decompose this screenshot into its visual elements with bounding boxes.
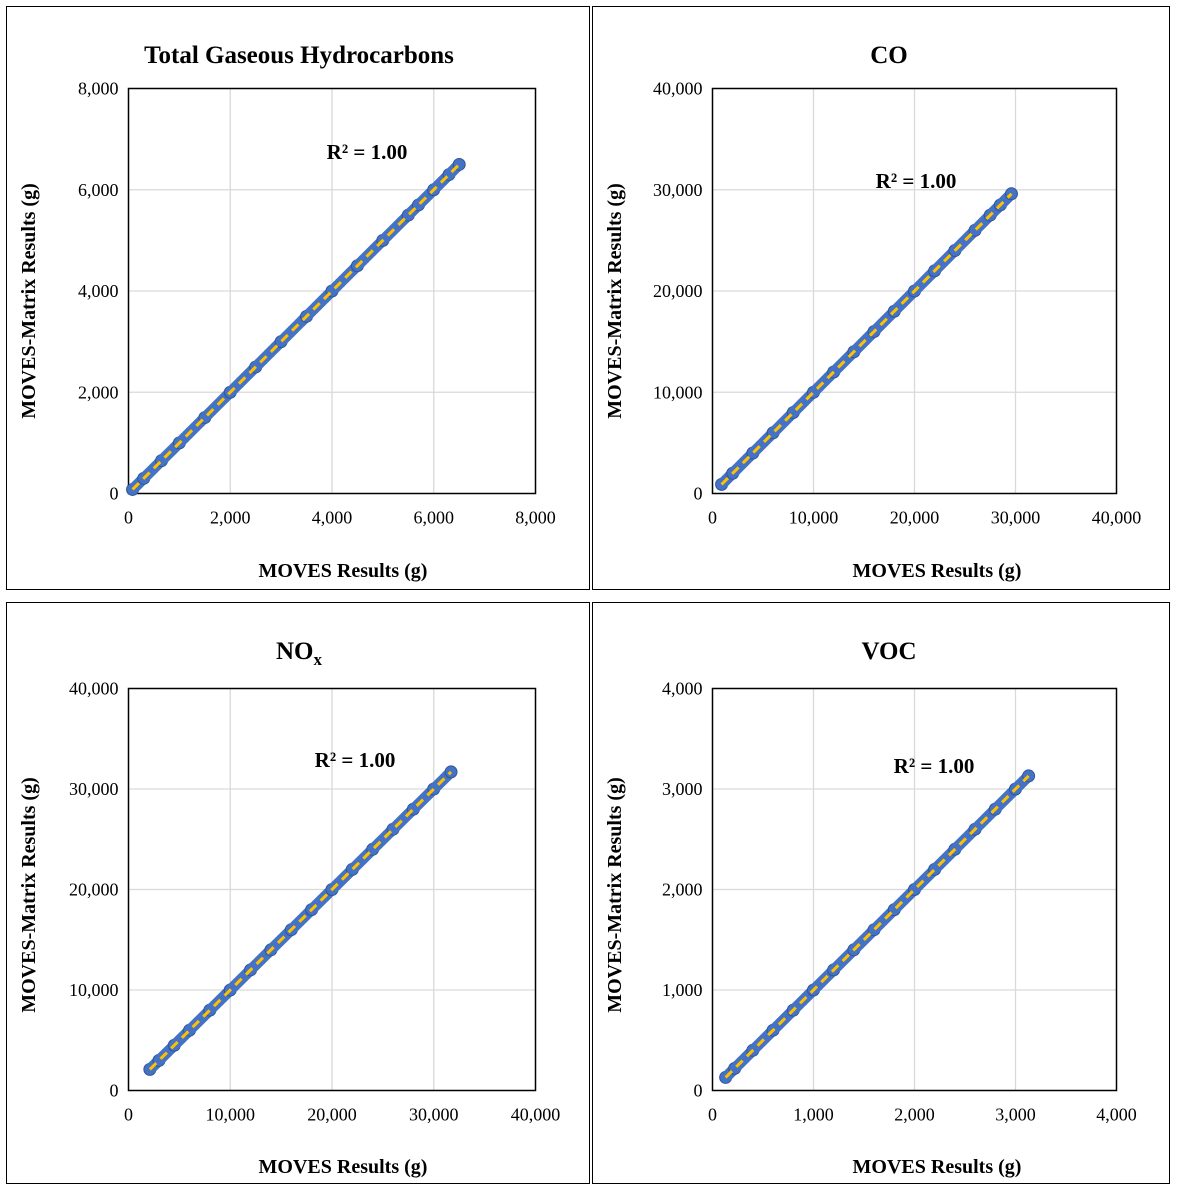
tick-labels: 0 1,000 2,000 3,000 4,000 0 1,000 2,000 3,000 4,0… — [662, 679, 1137, 1125]
trendline — [131, 163, 461, 491]
x-tick-label: 0 — [124, 1105, 133, 1125]
chart-panel-voc: VOC R² = 1.00 0 1,000 2,000 3,000 4,000 0 1,00… — [592, 602, 1170, 1184]
y-tick-label: 20,000 — [653, 281, 703, 301]
y-tick-label: 1,000 — [662, 980, 703, 1000]
chart-svg: Total Gaseous Hydrocarbons R² = 1.00 0 2,… — [18, 42, 556, 582]
y-tick-label: 40,000 — [653, 79, 703, 99]
y-tick-label: 10,000 — [653, 382, 703, 402]
x-tick-label: 3,000 — [995, 1105, 1036, 1125]
r-squared-label: R² = 1.00 — [876, 169, 957, 193]
plot-area — [711, 687, 1118, 1092]
y-tick-label: 0 — [110, 1081, 119, 1101]
chart-panel-co: CO R² = 1.00 0 10,000 20,000 30,000 40,000 0 1… — [592, 6, 1170, 590]
r-squared-label: R² = 1.00 — [894, 754, 975, 778]
plot-area — [127, 87, 537, 495]
data-points — [715, 187, 1018, 491]
chart-svg: NOx R² = 1.00 0 10,000 20,000 30,000 40,0000… — [18, 638, 560, 1178]
x-tick-label: 2,000 — [210, 508, 251, 528]
data-point — [444, 765, 458, 779]
x-tick-label: 10,000 — [789, 508, 839, 528]
x-tick-label: 10,000 — [206, 1105, 256, 1125]
trendline — [148, 770, 453, 1071]
chart-panel-nox: NOx R² = 1.00 0 10,000 20,000 30,000 40,000 0… — [6, 602, 590, 1184]
y-tick-label: 2,000 — [78, 382, 119, 402]
tick-labels: 0 10,000 20,000 30,000 40,000 0 10,000 20,000 30… — [69, 679, 560, 1125]
y-tick-label: 6,000 — [78, 180, 119, 200]
y-axis-label: MOVES-Matrix Results (g) — [18, 183, 40, 419]
x-tick-label: 0 — [708, 1105, 717, 1125]
chart-svg: CO R² = 1.00 0 10,000 20,000 30,000 40,000 0 1… — [604, 42, 1141, 582]
x-axis-label: MOVES Results (g) — [853, 560, 1022, 582]
x-tick-label: 4,000 — [1096, 1105, 1137, 1125]
chart-title: VOC — [861, 638, 916, 665]
y-tick-label: 0 — [110, 484, 119, 504]
chart-title: NOx — [276, 638, 323, 669]
plot-area — [711, 87, 1118, 495]
x-tick-label: 6,000 — [414, 508, 455, 528]
x-tick-label: 20,000 — [890, 508, 940, 528]
r-squared-label: R² = 1.00 — [315, 748, 396, 772]
chart-svg: VOC R² = 1.00 0 1,000 2,000 3,000 4,000 0 1,00… — [604, 638, 1137, 1178]
chart-title: CO — [870, 42, 908, 69]
plot-area — [127, 687, 537, 1092]
x-tick-label: 30,000 — [409, 1105, 459, 1125]
y-tick-label: 0 — [694, 1081, 703, 1101]
y-tick-label: 0 — [694, 484, 703, 504]
r-squared-label: R² = 1.00 — [327, 140, 408, 164]
x-tick-label: 40,000 — [1092, 508, 1142, 528]
y-tick-label: 4,000 — [662, 679, 703, 699]
y-axis-label: MOVES-Matrix Results (g) — [604, 183, 626, 419]
y-axis-label: MOVES-Matrix Results (g) — [18, 777, 40, 1013]
trendline — [724, 774, 1030, 1079]
tick-labels: 0 10,000 20,000 30,000 40,000 0 10,000 20,000 30… — [653, 79, 1141, 528]
y-tick-label: 30,000 — [653, 180, 703, 200]
y-tick-label: 30,000 — [69, 779, 119, 799]
chart-panel-total-gaseous-hydrocarbons: Total Gaseous Hydrocarbons R² = 1.00 0 2,… — [6, 6, 590, 590]
x-tick-label: 30,000 — [991, 508, 1041, 528]
x-tick-label: 40,000 — [511, 1105, 561, 1125]
x-tick-label: 0 — [124, 508, 133, 528]
x-tick-label: 2,000 — [894, 1105, 935, 1125]
x-tick-label: 8,000 — [515, 508, 556, 528]
y-tick-label: 3,000 — [662, 779, 703, 799]
y-tick-label: 40,000 — [69, 679, 119, 699]
x-axis-label: MOVES Results (g) — [259, 560, 428, 582]
trendline — [720, 192, 1013, 486]
x-tick-label: 20,000 — [307, 1105, 357, 1125]
x-axis-label: MOVES Results (g) — [259, 1156, 428, 1178]
x-axis-label: MOVES Results (g) — [853, 1156, 1022, 1178]
y-tick-label: 8,000 — [78, 79, 119, 99]
chart-title: Total Gaseous Hydrocarbons — [144, 42, 454, 69]
y-axis-label: MOVES-Matrix Results (g) — [604, 777, 626, 1013]
x-tick-label: 4,000 — [312, 508, 353, 528]
y-tick-label: 20,000 — [69, 880, 119, 900]
y-tick-label: 2,000 — [662, 880, 703, 900]
x-tick-label: 1,000 — [793, 1105, 834, 1125]
tick-labels: 0 2,000 4,000 6,000 8,000 0 2,000 4,000 6,000 8,0… — [78, 79, 556, 528]
y-tick-label: 10,000 — [69, 980, 119, 1000]
y-tick-label: 4,000 — [78, 281, 119, 301]
x-tick-label: 0 — [708, 508, 717, 528]
